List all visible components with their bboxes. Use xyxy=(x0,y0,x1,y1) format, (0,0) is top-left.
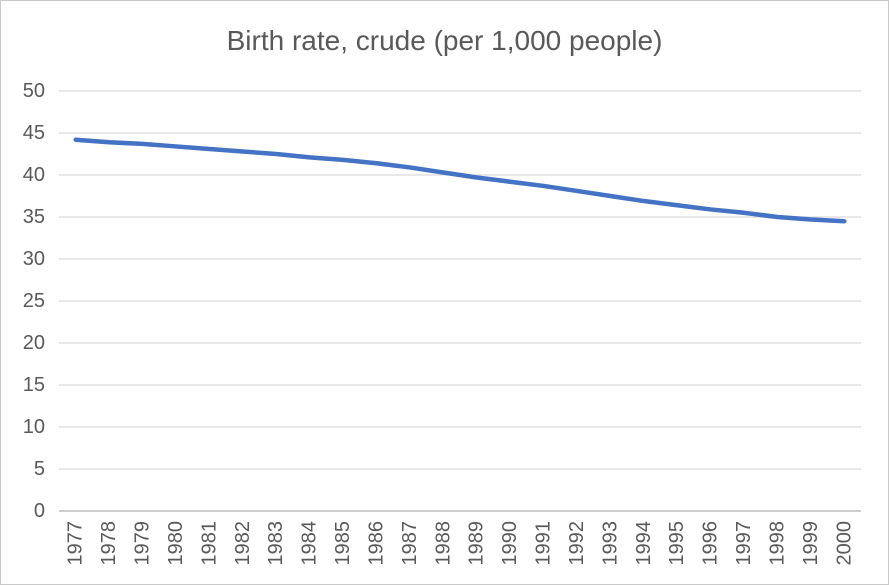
x-tick-label: 1983 xyxy=(265,521,287,566)
x-tick-label: 1992 xyxy=(566,521,588,566)
x-tick-label: 1981 xyxy=(198,521,220,566)
x-tick-label: 1988 xyxy=(432,521,454,566)
x-tick-label: 1978 xyxy=(98,521,120,566)
x-tick-label: 1999 xyxy=(800,521,822,566)
y-tick-label: 15 xyxy=(23,374,45,396)
y-tick-label: 25 xyxy=(23,290,45,312)
x-tick-label: 1990 xyxy=(499,521,521,566)
x-tick-label: 1979 xyxy=(132,521,154,566)
x-tick-label: 1987 xyxy=(399,521,421,566)
x-tick-label: 1980 xyxy=(165,521,187,566)
x-tick-label: 1985 xyxy=(332,521,354,566)
chart-title: Birth rate, crude (per 1,000 people) xyxy=(226,25,663,56)
x-tick-label: 2000 xyxy=(833,521,855,566)
y-tick-label: 20 xyxy=(23,332,45,354)
y-tick-label: 0 xyxy=(34,500,45,522)
x-tick-label: 1982 xyxy=(232,521,254,566)
data-line-series xyxy=(73,137,847,224)
x-tick-label: 1984 xyxy=(299,521,321,566)
y-tick-label: 10 xyxy=(23,416,45,438)
y-tick-label: 5 xyxy=(34,458,45,480)
y-tick-label: 35 xyxy=(23,206,45,228)
x-tick-label: 1996 xyxy=(700,521,722,566)
y-tick-label: 40 xyxy=(23,164,45,186)
x-tick-label: 1994 xyxy=(633,521,655,566)
x-tick-label: 1989 xyxy=(466,521,488,566)
x-tick-label: 1995 xyxy=(666,521,688,566)
y-tick-label: 50 xyxy=(23,80,45,102)
x-tick-label: 1986 xyxy=(365,521,387,566)
x-tick-label: 1998 xyxy=(766,521,788,566)
y-tick-label: 45 xyxy=(23,122,45,144)
y-tick-label: 30 xyxy=(23,248,45,270)
x-tick-label: 1997 xyxy=(733,521,755,566)
x-tick-label: 1991 xyxy=(533,521,555,566)
x-tick-label: 1993 xyxy=(599,521,621,566)
x-tick-label: 1977 xyxy=(65,521,87,566)
